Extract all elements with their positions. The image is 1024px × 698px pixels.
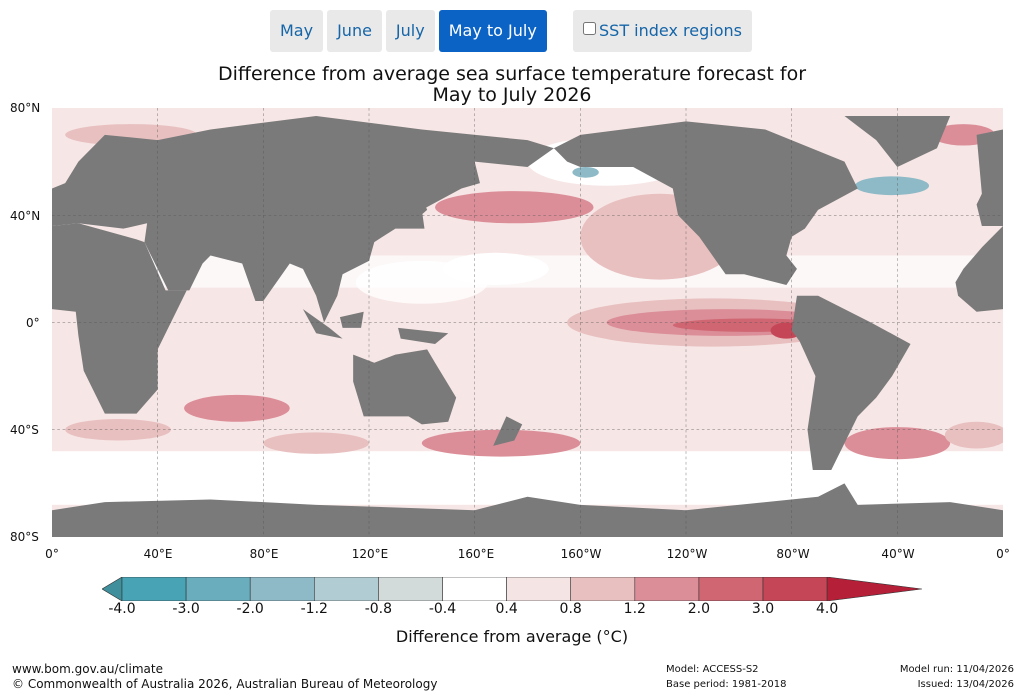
colorbar-tick-label: 3.0 (751, 601, 775, 617)
colorbar-segment (314, 577, 379, 601)
colorbar-segment (378, 577, 443, 601)
map-title: Difference from average sea surface temp… (0, 64, 1024, 106)
colorbar-extend-high (826, 577, 922, 601)
lon-label: 80°E (249, 547, 279, 561)
graticule (52, 108, 1003, 537)
title-line-1: Difference from average sea surface temp… (217, 63, 807, 85)
lon-label: 0° (45, 547, 59, 561)
lon-label: 80°W (776, 547, 810, 561)
sst-index-checkbox[interactable] (583, 22, 596, 35)
lat-label: 0° (26, 316, 40, 330)
footer-dates: Model run: 11/04/2026 Issued: 13/04/2026 (900, 662, 1014, 692)
colorbar-tick-label: 2.0 (687, 601, 711, 617)
lat-label: 80°N (10, 101, 41, 115)
lat-label: 80°S (10, 530, 39, 544)
issued-date: Issued: 13/04/2026 (917, 679, 1014, 690)
colorbar-segment (185, 577, 251, 601)
colorbar-segment (570, 577, 636, 601)
colorbar (102, 577, 922, 601)
colorbar-tick-label: -0.8 (364, 601, 393, 617)
lon-label: 160°E (457, 547, 495, 561)
period-tabs: May June July May to July (270, 10, 547, 52)
colorbar-segment (249, 577, 315, 601)
colorbar-extend-low (102, 577, 123, 601)
colorbar-segment (121, 577, 187, 601)
sst-index-label: SST index regions (599, 21, 742, 40)
lon-label: 40°W (881, 547, 915, 561)
colorbar-segment (442, 577, 507, 601)
copyright: © Commonwealth of Australia 2026, Austra… (12, 677, 438, 691)
lon-label: 120°W (666, 547, 708, 561)
footer-left: www.bom.gov.au/climate © Commonwealth of… (12, 662, 437, 692)
colorbar-title: Difference from average (°C) (395, 627, 629, 646)
lat-label: 40°S (10, 423, 39, 437)
lon-label: 0° (996, 547, 1010, 561)
colorbar-tick-label: -3.0 (172, 601, 200, 617)
lat-label: 40°N (10, 209, 41, 223)
colorbar-segment (698, 577, 764, 601)
colorbar-segment (762, 577, 828, 601)
colorbar-tick-label: 4.0 (815, 601, 839, 617)
colorbar-tick-label: -0.4 (428, 601, 457, 617)
colorbar-tick-label: 0.4 (495, 601, 518, 617)
base-period: Base period: 1981-2018 (666, 679, 787, 690)
model-run: Model run: 11/04/2026 (899, 664, 1014, 675)
colorbar-tick-label: -4.0 (108, 601, 136, 617)
tab-july[interactable]: July (385, 10, 435, 52)
footer-model: Model: ACCESS-S2 Base period: 1981-2018 (666, 662, 786, 692)
tab-may[interactable]: May (270, 10, 324, 52)
lon-label: 40°E (143, 547, 173, 561)
land-masses (52, 116, 1003, 537)
colorbar-tick-label: -1.2 (300, 601, 328, 617)
title-line-2: May to July 2026 (432, 84, 592, 106)
colorbar-segment (506, 577, 572, 601)
sst-anomaly-map (52, 108, 1003, 537)
colorbar-tick-label: 0.8 (559, 601, 582, 617)
lon-label: 160°W (560, 547, 602, 561)
colorbar-tick-label: -2.0 (236, 601, 264, 617)
website-link[interactable]: www.bom.gov.au/climate (12, 662, 163, 676)
tab-may-to-july[interactable]: May to July (438, 10, 547, 52)
lon-label: 120°E (351, 547, 389, 561)
sst-index-regions-toggle[interactable]: SST index regions (573, 10, 752, 52)
colorbar-segment (634, 577, 700, 601)
colorbar-tick-label: 1.2 (623, 601, 646, 617)
model-name: Model: ACCESS-S2 (666, 664, 759, 675)
tab-june[interactable]: June (327, 10, 382, 52)
